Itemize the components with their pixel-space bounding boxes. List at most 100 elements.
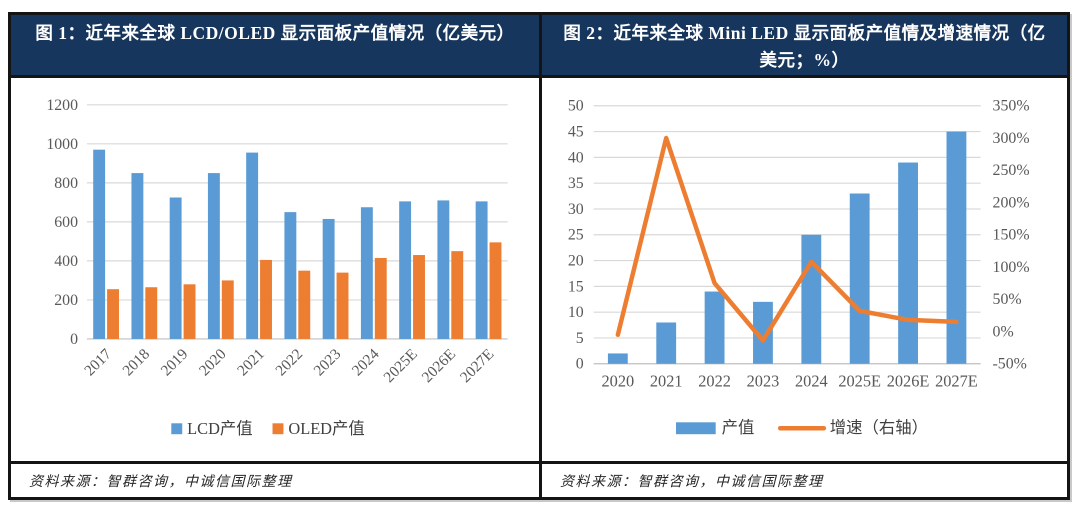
bar	[260, 259, 272, 339]
legend-swatch-bar	[676, 422, 716, 435]
bar	[336, 272, 349, 339]
bar	[93, 149, 106, 339]
svg-text:400: 400	[54, 253, 78, 270]
svg-text:35: 35	[568, 175, 584, 192]
svg-text:2025E: 2025E	[838, 372, 881, 391]
y-axis-labels: 0 200 400 600 800 1000 1200	[46, 97, 78, 348]
bars-lcd	[93, 149, 488, 339]
figure2-chart-area: 0 5 10 15 20 25 30 35 40 45 50 350% 300% 250% 200% 150%…	[542, 78, 1067, 461]
bar	[898, 162, 918, 364]
svg-text:2026E: 2026E	[419, 346, 459, 386]
svg-text:2022: 2022	[698, 372, 731, 391]
bar	[946, 131, 967, 364]
svg-text:45: 45	[568, 124, 584, 141]
legend: LCD产值 OLED产值	[171, 419, 365, 438]
svg-text:2026E: 2026E	[887, 372, 930, 391]
svg-text:600: 600	[54, 214, 78, 231]
svg-text:2022: 2022	[272, 346, 306, 380]
bar	[374, 257, 387, 339]
svg-text:OLED产值: OLED产值	[288, 419, 364, 438]
legend-swatch-lcd	[171, 423, 183, 435]
svg-text:200%: 200%	[993, 194, 1030, 211]
bar	[298, 270, 311, 339]
svg-text:增速（右轴）: 增速（右轴）	[830, 418, 928, 437]
svg-text:产值: 产值	[722, 418, 755, 437]
bar	[801, 234, 822, 364]
svg-text:1200: 1200	[46, 97, 78, 114]
bar	[207, 173, 220, 339]
bar	[451, 251, 464, 339]
figure2-title: 图 2：近年来全球 Mini LED 显示面板产值情及增速情况（亿美元；%）	[542, 15, 1067, 78]
svg-text:2024: 2024	[795, 372, 828, 391]
bar	[131, 173, 144, 339]
x-axis-labels: 2017 2018 2019 2020 2021 2022 2023 20242025E202…	[81, 345, 497, 386]
svg-text:150%: 150%	[993, 227, 1030, 244]
svg-text:800: 800	[54, 175, 78, 192]
svg-text:25: 25	[568, 227, 584, 244]
bar	[704, 291, 725, 364]
bar	[607, 353, 628, 364]
figure1-chart-area: 0 200 400 600 800 1000 1200 2017 2018 2019 2020 202…	[11, 78, 539, 461]
left-axis-labels: 0 5 10 15 20 25 30 35 40 45 50	[568, 98, 584, 373]
svg-text:2027E: 2027E	[457, 346, 497, 386]
svg-text:0: 0	[576, 356, 584, 373]
bar	[360, 207, 373, 339]
bar	[169, 197, 182, 339]
svg-text:5: 5	[576, 330, 584, 347]
svg-text:250%: 250%	[993, 162, 1030, 179]
bar	[322, 218, 335, 339]
bars-output-value	[607, 131, 967, 364]
svg-text:2020: 2020	[601, 372, 634, 391]
svg-text:2027E: 2027E	[935, 372, 978, 391]
bar	[413, 255, 425, 339]
svg-text:-50%: -50%	[993, 356, 1027, 373]
bar	[399, 201, 412, 339]
legend: 产值 增速（右轴）	[676, 418, 928, 437]
svg-text:10: 10	[568, 304, 584, 321]
figure1-title: 图 1：近年来全球 LCD/OLED 显示面板产值情况（亿美元）	[11, 15, 539, 78]
growth-rate-line	[615, 135, 959, 343]
panel-figure-1: 图 1：近年来全球 LCD/OLED 显示面板产值情况（亿美元） 0 200 400…	[11, 15, 539, 497]
bar	[437, 200, 450, 339]
svg-text:1000: 1000	[46, 136, 78, 153]
bar	[753, 301, 773, 364]
bar	[656, 322, 677, 364]
bar	[489, 242, 502, 339]
dual-chart-figure: 图 1：近年来全球 LCD/OLED 显示面板产值情况（亿美元） 0 200 400…	[8, 12, 1070, 500]
svg-text:2024: 2024	[349, 345, 383, 379]
svg-text:2020: 2020	[196, 345, 230, 379]
bar	[246, 152, 259, 339]
figure2-source: 资料来源：智群咨询，中诚信国际整理	[542, 461, 1067, 497]
bar	[145, 287, 158, 339]
svg-text:30: 30	[568, 201, 584, 218]
svg-text:300%: 300%	[993, 130, 1030, 147]
miniled-combo-chart: 0 5 10 15 20 25 30 35 40 45 50 350% 300% 250% 200% 150%…	[568, 98, 1030, 437]
svg-text:2019: 2019	[158, 345, 192, 379]
bar	[849, 193, 870, 364]
legend-swatch-oled	[272, 423, 284, 435]
gridlines	[593, 105, 981, 365]
svg-text:20: 20	[568, 253, 584, 270]
panel-figure-2: 图 2：近年来全球 Mini LED 显示面板产值情及增速情况（亿美元；%） 0…	[539, 15, 1067, 497]
bar	[221, 280, 234, 339]
svg-text:LCD产值: LCD产值	[187, 419, 252, 438]
x-axis-labels: 2020 2021 2022 2023 2024 2025E 2026E 2027E	[601, 372, 977, 391]
bar	[183, 284, 196, 339]
svg-text:2023: 2023	[311, 345, 345, 379]
svg-text:2025E: 2025E	[380, 346, 420, 386]
bar	[107, 289, 119, 339]
svg-text:2017: 2017	[81, 345, 115, 379]
svg-text:50: 50	[568, 98, 584, 115]
svg-text:100%: 100%	[993, 259, 1030, 276]
svg-text:2021: 2021	[234, 346, 268, 380]
right-axis-labels: 350% 300% 250% 200% 150% 100% 50% 0% -50%	[993, 98, 1030, 373]
figure1-source: 资料来源：智群咨询，中诚信国际整理	[11, 461, 539, 497]
svg-text:200: 200	[54, 292, 78, 309]
svg-text:15: 15	[568, 278, 584, 295]
bar	[475, 201, 488, 339]
svg-text:2018: 2018	[119, 345, 153, 379]
bars-oled	[107, 242, 502, 339]
svg-text:0%: 0%	[993, 323, 1014, 340]
bar	[284, 212, 297, 339]
